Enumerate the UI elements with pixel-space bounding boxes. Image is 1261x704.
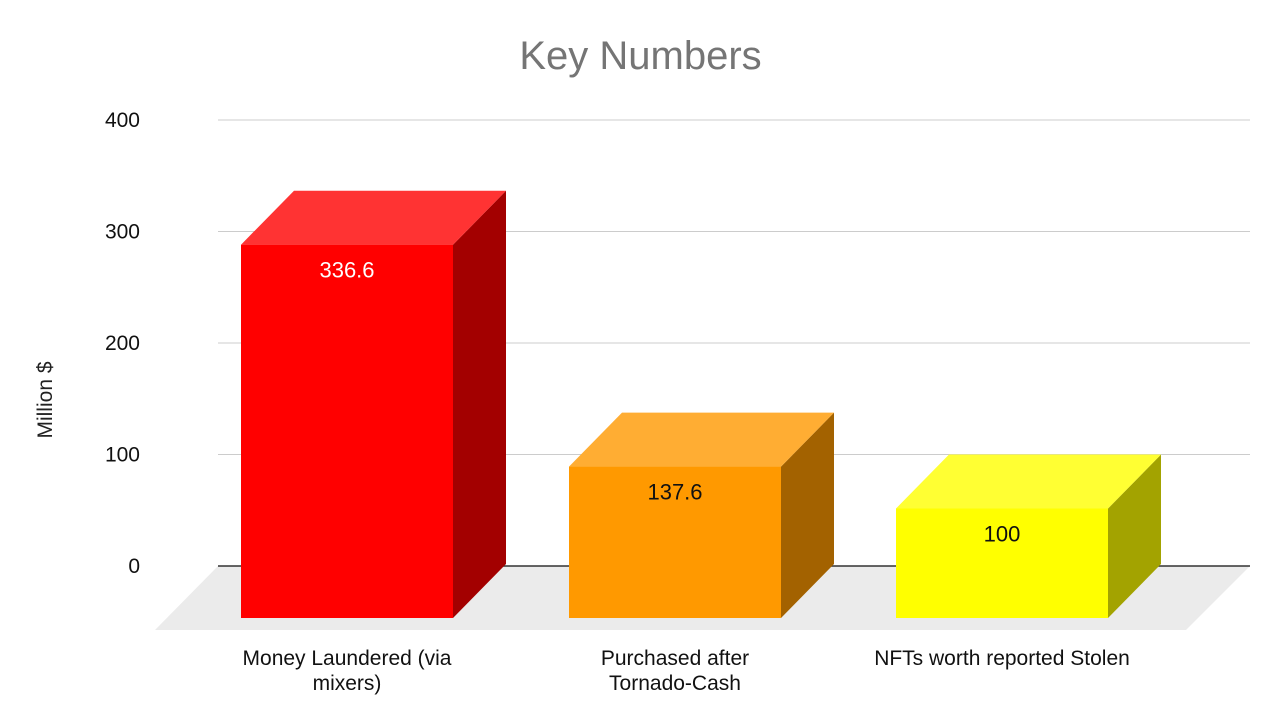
bar-top-face bbox=[569, 412, 834, 467]
bar bbox=[896, 508, 1108, 618]
bar bbox=[569, 466, 781, 618]
bar-top-face bbox=[241, 190, 506, 245]
data-label: 100 bbox=[984, 522, 1021, 547]
y-tick-label: 300 bbox=[105, 221, 140, 244]
x-category-label: mixers) bbox=[313, 672, 382, 695]
data-label: 137.6 bbox=[647, 480, 702, 505]
y-tick-label: 200 bbox=[105, 332, 140, 355]
bar-side-face bbox=[1108, 454, 1161, 618]
x-category-label: NFTs worth reported Stolen bbox=[874, 647, 1130, 670]
bar-side-face bbox=[453, 190, 506, 619]
bar-side-face bbox=[781, 412, 834, 618]
chart-title: Key Numbers bbox=[519, 34, 762, 78]
x-category-label: Tornado-Cash bbox=[609, 672, 741, 695]
y-tick-label: 100 bbox=[105, 444, 140, 467]
data-label: 336.6 bbox=[319, 258, 374, 283]
y-tick-label: 0 bbox=[128, 555, 140, 578]
x-category-label: Money Laundered (via bbox=[243, 647, 452, 670]
bar bbox=[241, 244, 453, 619]
bar-top-face bbox=[896, 454, 1161, 509]
x-category-label: Purchased after bbox=[601, 647, 749, 670]
y-tick-label: 400 bbox=[105, 109, 140, 132]
